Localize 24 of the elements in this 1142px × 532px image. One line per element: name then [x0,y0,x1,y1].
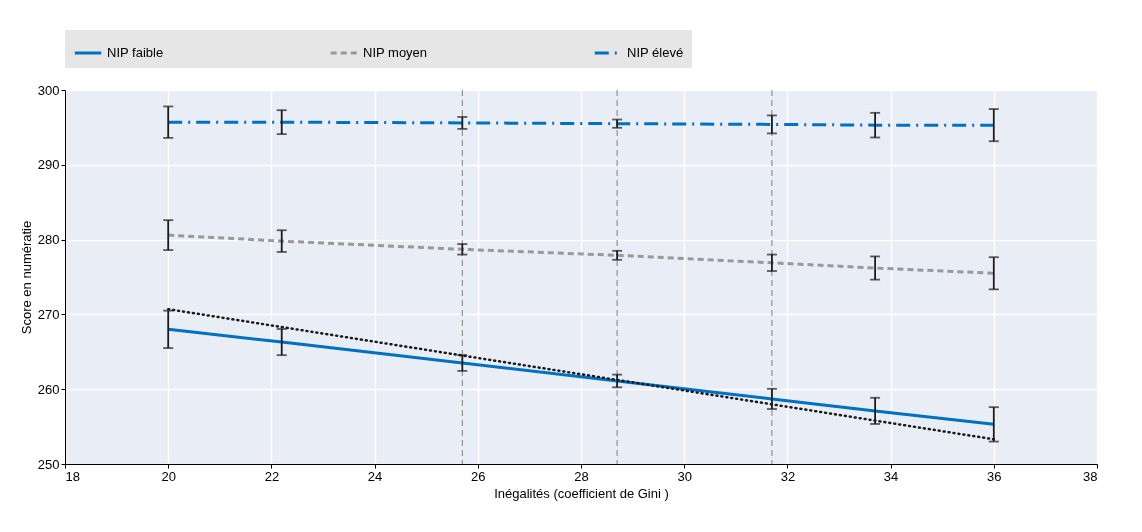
line-series [166,327,996,426]
x-tick-label: 32 [780,468,796,484]
y-tick-label: 280 [37,232,60,248]
y-tick-label: 270 [37,306,60,322]
legend-label: NIP élevé [627,45,684,60]
y-tick-label: 300 [37,82,60,98]
y-axis-title: Score en numératie [18,220,34,335]
x-tick-label: 28 [574,468,589,484]
x-tick-label: 30 [677,468,692,484]
x-tick-label: 20 [161,468,176,484]
y-tick-label: 250 [37,456,60,472]
x-tick-label: 24 [367,468,383,484]
x-tick-label: 26 [471,468,486,484]
x-tick-label: 22 [264,468,280,484]
y-tick-label: 260 [37,381,60,397]
x-tick-label: 36 [987,468,1002,484]
x-axis-title: Inégalités (coefficient de Gini ) [494,485,669,501]
legend-label: NIP moyen [363,45,428,60]
line-series [166,233,996,275]
y-tick-label: 290 [37,157,60,173]
legend-label: NIP faible [107,45,164,60]
x-tick-label: 38 [1083,468,1098,484]
x-tick-label: 34 [883,468,899,484]
x-tick-label: 18 [65,468,80,484]
